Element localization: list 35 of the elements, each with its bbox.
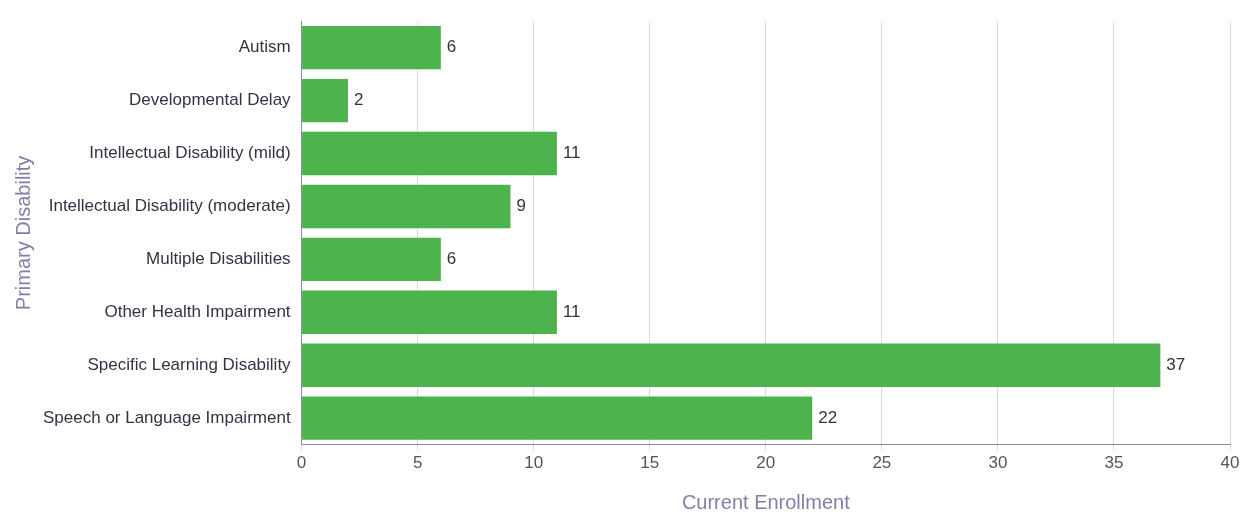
data-label: 6 xyxy=(446,37,457,57)
data-label: 11 xyxy=(562,143,581,163)
bar xyxy=(302,78,349,123)
bar xyxy=(302,237,441,282)
bar xyxy=(302,396,813,440)
data-label: 22 xyxy=(818,407,838,427)
y-tick-label: Intellectual Disability (moderate) xyxy=(48,196,291,216)
y-tick-label: Intellectual Disability (mild) xyxy=(89,143,291,163)
data-label: 9 xyxy=(516,196,526,216)
x-tick-label: 25 xyxy=(872,453,892,473)
data-label: 6 xyxy=(446,249,457,269)
y-tick-label: Other Health Impairment xyxy=(104,301,291,321)
bar xyxy=(302,131,557,176)
x-axis-title: Current Enrollment xyxy=(681,490,851,513)
x-tick-label: 35 xyxy=(1104,453,1124,473)
x-tick-label: 5 xyxy=(412,453,423,473)
x-tick-label: 40 xyxy=(1220,453,1240,473)
y-tick-label: Developmental Delay xyxy=(129,90,292,110)
y-tick-label: Multiple Disabilities xyxy=(146,249,291,269)
x-tick-label: 10 xyxy=(524,453,544,473)
x-tick-label: 20 xyxy=(756,453,776,473)
x-tick-label: 0 xyxy=(296,453,307,473)
x-tick-label: 15 xyxy=(640,453,660,473)
x-tick-label: 30 xyxy=(988,453,1008,473)
y-tick-label: Specific Learning Disability xyxy=(87,354,292,374)
data-label: 2 xyxy=(354,90,364,110)
y-tick-label: Autism xyxy=(238,37,291,57)
bar xyxy=(302,25,441,70)
y-tick-label: Speech or Language Impairment xyxy=(42,407,291,427)
data-label: 11 xyxy=(562,301,581,321)
y-axis-title: Primary Disability xyxy=(11,155,34,311)
bar xyxy=(302,290,557,334)
bar xyxy=(302,343,1161,387)
bar xyxy=(302,184,511,229)
data-label: 37 xyxy=(1166,354,1186,374)
